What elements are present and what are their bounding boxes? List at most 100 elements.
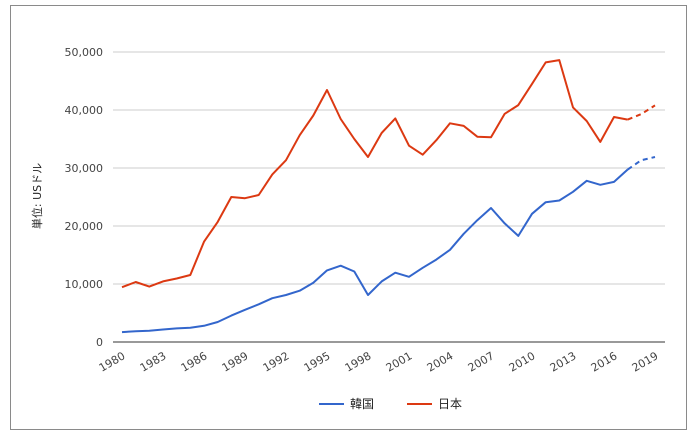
x-tick-label: 2001 <box>384 349 415 374</box>
series-line-1 <box>121 59 628 289</box>
data-point <box>284 293 288 297</box>
data-point <box>257 193 261 197</box>
data-point <box>393 271 397 275</box>
data-point <box>571 105 575 109</box>
series-line-forecast-1 <box>627 104 656 121</box>
data-point <box>462 232 466 236</box>
data-point <box>626 118 630 122</box>
data-point <box>530 212 534 216</box>
data-point <box>448 248 452 252</box>
data-point <box>407 144 411 148</box>
x-tick-label: 1986 <box>179 349 210 374</box>
chart-frame <box>10 5 687 430</box>
y-tick-label: 20,000 <box>65 220 104 233</box>
data-point <box>161 279 165 283</box>
data-point <box>653 103 657 107</box>
data-point <box>147 285 151 289</box>
data-point <box>175 326 179 330</box>
data-point <box>475 218 479 222</box>
data-point <box>352 270 356 274</box>
data-point <box>229 195 233 199</box>
data-point <box>216 220 220 224</box>
data-point <box>475 135 479 139</box>
data-point <box>393 116 397 120</box>
data-point <box>339 117 343 121</box>
x-tick-label: 1998 <box>343 349 374 374</box>
x-tick-label: 2004 <box>425 349 456 374</box>
data-point <box>598 140 602 144</box>
data-point <box>325 88 329 92</box>
data-point <box>434 258 438 262</box>
data-point <box>557 199 561 203</box>
x-tick-label: 2007 <box>466 349 497 374</box>
legend-label-japan: 日本 <box>438 397 462 411</box>
data-point <box>366 293 370 297</box>
data-point <box>188 273 192 277</box>
y-axis-ticks: 0 10,000 20,000 30,000 40,000 50,000 <box>65 46 104 349</box>
y-axis-label: 単位: USドル <box>30 163 44 229</box>
series-line-0 <box>121 168 629 334</box>
data-point <box>147 329 151 333</box>
y-tick-label: 50,000 <box>65 46 104 59</box>
data-point <box>639 112 643 116</box>
data-point <box>216 320 220 324</box>
data-point <box>134 280 138 284</box>
data-point <box>612 180 616 184</box>
data-point <box>161 328 165 332</box>
data-point <box>557 58 561 62</box>
data-point <box>585 119 589 123</box>
data-point <box>489 135 493 139</box>
data-point <box>626 168 630 172</box>
data-point <box>585 179 589 183</box>
x-tick-label: 2016 <box>589 349 620 374</box>
data-point <box>571 190 575 194</box>
x-tick-label: 2019 <box>630 349 661 374</box>
data-point <box>380 131 384 135</box>
data-point <box>380 279 384 283</box>
data-point <box>462 124 466 128</box>
x-tick-label: 1980 <box>97 349 128 374</box>
y-tick-label: 10,000 <box>65 278 104 291</box>
data-point <box>366 155 370 159</box>
data-point <box>503 221 507 225</box>
data-point <box>175 277 179 281</box>
x-tick-label: 1983 <box>138 349 169 374</box>
legend: 韓国 日本 <box>319 397 462 411</box>
data-point <box>516 103 520 107</box>
x-tick-label: 2013 <box>548 349 579 374</box>
data-point <box>188 326 192 330</box>
data-point <box>612 115 616 119</box>
data-point <box>516 234 520 238</box>
data-point <box>434 138 438 142</box>
data-point <box>202 324 206 328</box>
data-point <box>598 183 602 187</box>
data-point <box>134 329 138 333</box>
data-point <box>284 158 288 162</box>
data-point <box>229 314 233 318</box>
data-point <box>421 266 425 270</box>
y-tick-label: 40,000 <box>65 104 104 117</box>
x-tick-label: 1992 <box>261 349 292 374</box>
data-point <box>311 281 315 285</box>
y-tick-label: 0 <box>96 336 103 349</box>
data-point <box>270 172 274 176</box>
data-point <box>298 289 302 293</box>
legend-label-korea: 韓国 <box>350 397 374 411</box>
series-lines <box>120 58 657 334</box>
data-point <box>352 137 356 141</box>
data-point <box>530 82 534 86</box>
data-point <box>421 153 425 157</box>
data-point <box>120 285 124 289</box>
data-point <box>544 60 548 64</box>
gridlines <box>113 51 665 343</box>
data-point <box>653 155 657 159</box>
y-tick-label: 30,000 <box>65 162 104 175</box>
x-tick-label: 2010 <box>507 349 538 374</box>
data-point <box>448 121 452 125</box>
data-point <box>544 200 548 204</box>
data-point <box>489 206 493 210</box>
x-tick-label: 1989 <box>220 349 251 374</box>
data-point <box>298 133 302 137</box>
x-axis-ticks: 1980 1983 1986 1989 1992 1995 1998 2001 2004 2007… <box>97 349 661 374</box>
